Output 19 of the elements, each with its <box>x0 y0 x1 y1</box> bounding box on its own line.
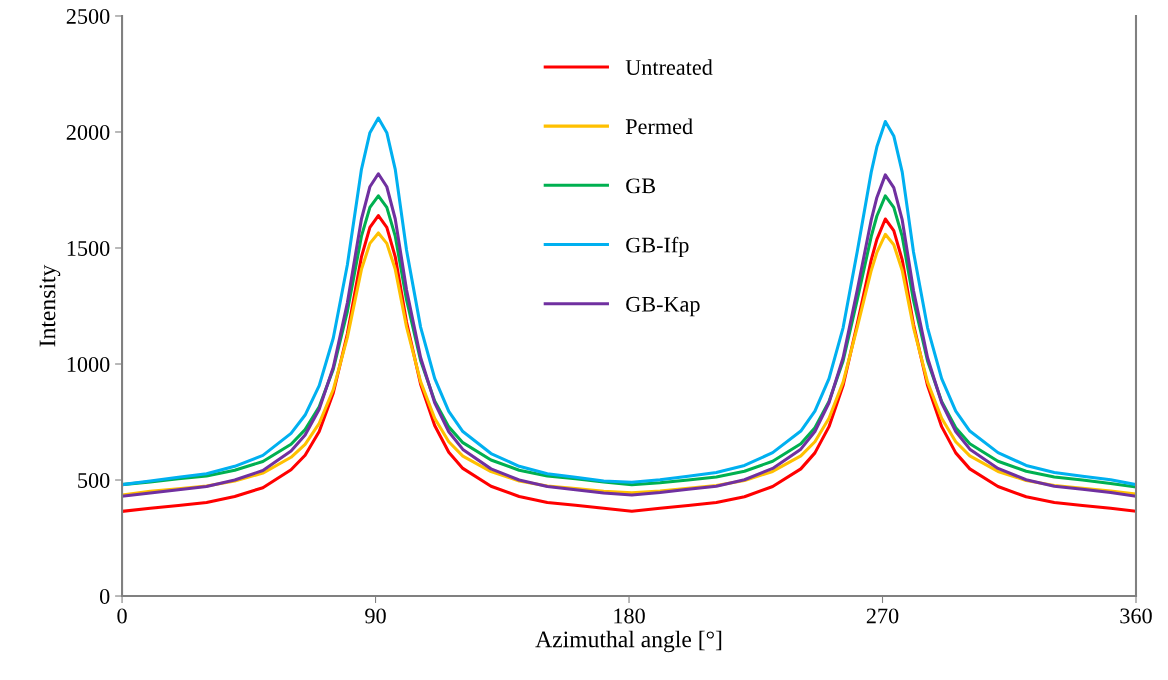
legend-label: GB-Ifp <box>626 236 689 258</box>
line-series <box>122 116 1136 487</box>
y-tick-label: 1000 <box>67 356 110 372</box>
x-tick-label: 270 <box>866 608 899 624</box>
legend-label: GB-Kap <box>626 296 700 317</box>
x-axis-title: Azimuthal angle [°] <box>535 630 722 653</box>
y-tick-label: 2000 <box>66 124 110 140</box>
legend-label: GB <box>626 178 656 194</box>
x-tick-label: 180 <box>614 608 645 624</box>
y-tick-label: 0 <box>99 588 110 604</box>
y-tick-label: 2500 <box>66 8 110 24</box>
legend-label: Untreated <box>625 59 713 75</box>
y-tick-label: 1500 <box>67 240 110 256</box>
x-tick-label: 90 <box>365 608 386 624</box>
x-tick-label: 0 <box>117 608 127 624</box>
y-tick-label: 500 <box>78 472 110 488</box>
legend-label: Permed <box>625 118 693 135</box>
x-tick-label: 360 <box>1120 608 1152 624</box>
y-axis-title: Intensity <box>39 264 61 347</box>
